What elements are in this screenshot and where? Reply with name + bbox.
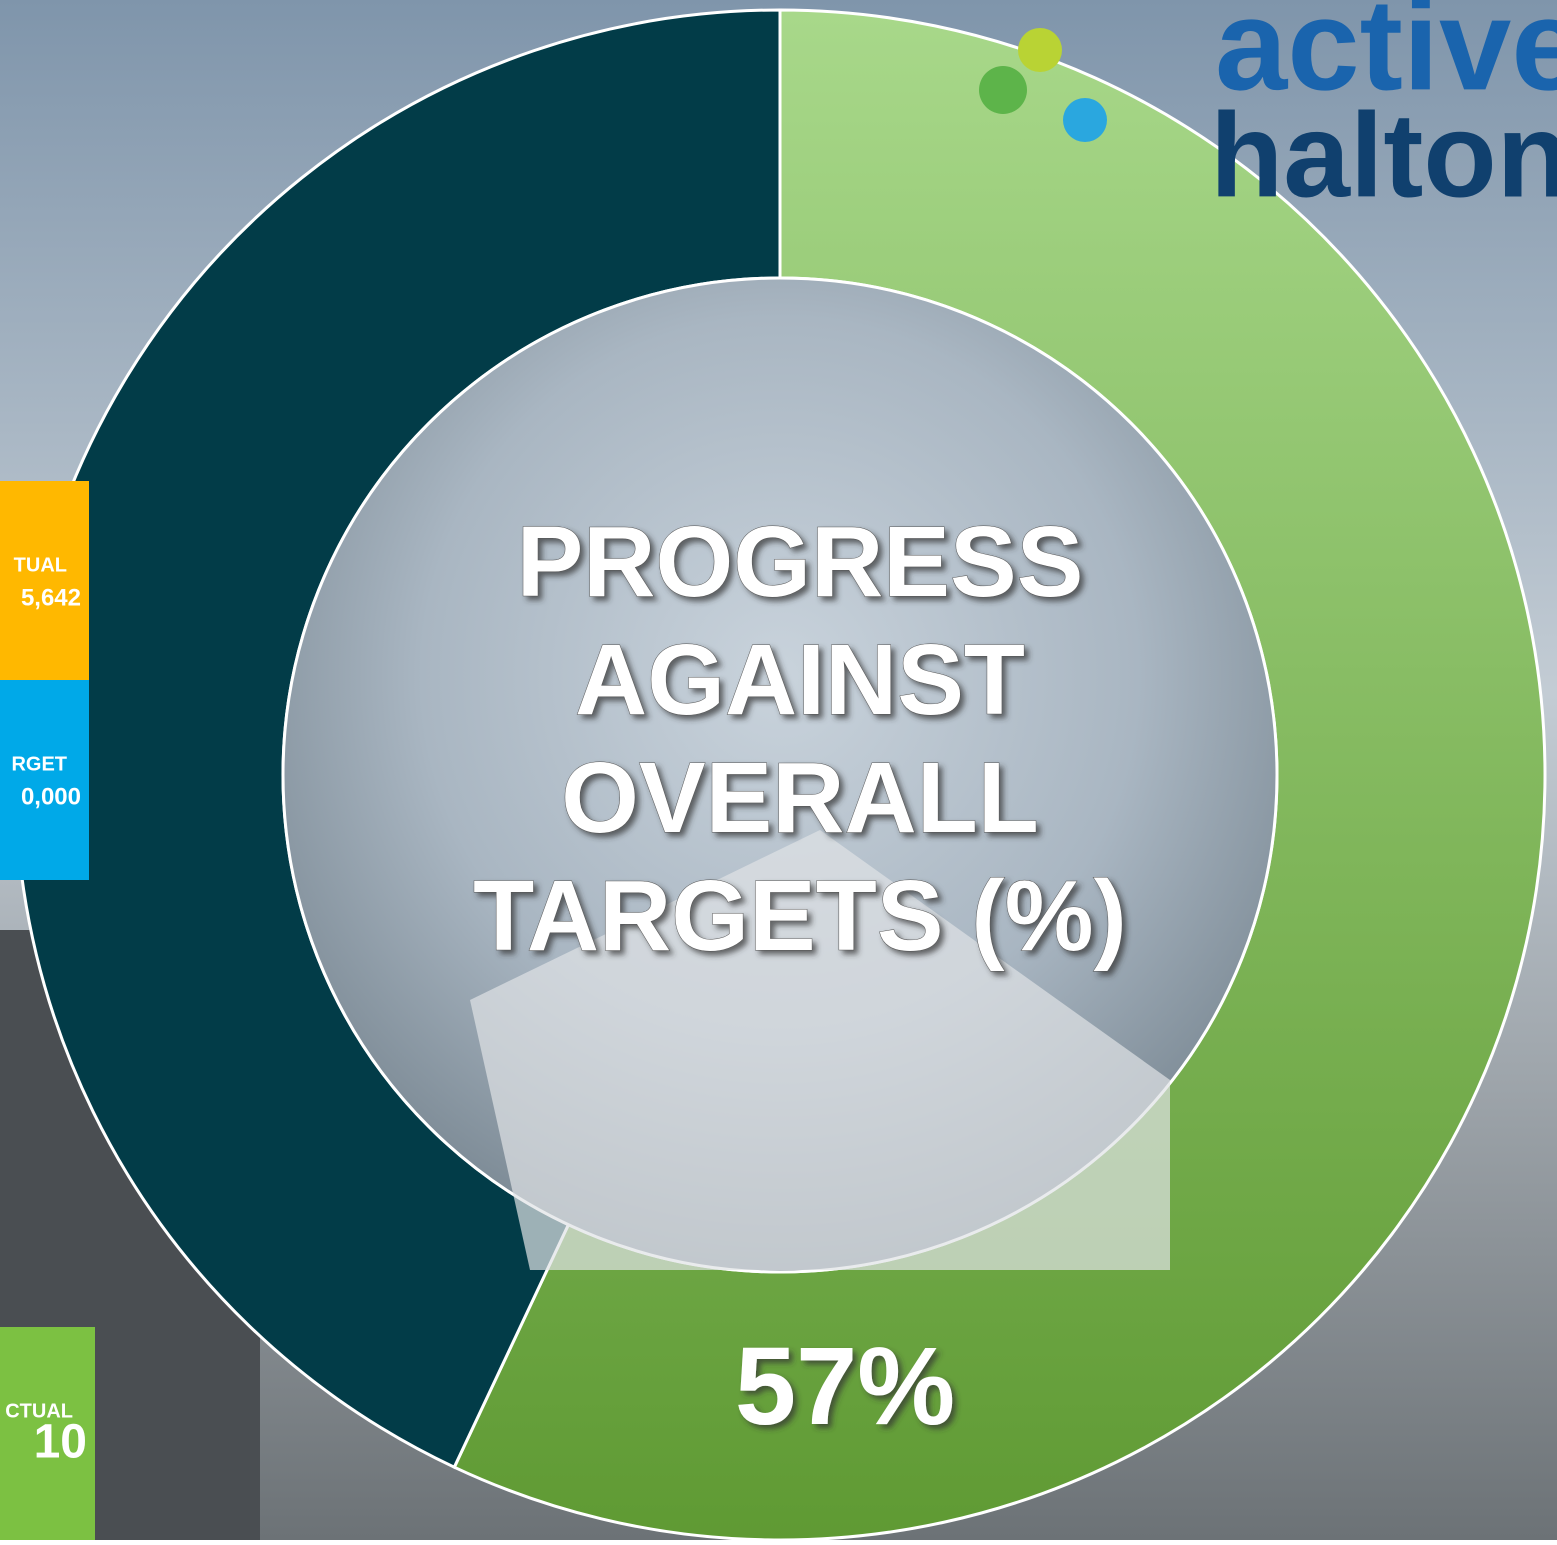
building-photo bbox=[470, 830, 1170, 1270]
panel-value: 10 bbox=[34, 1416, 87, 1469]
panel bbox=[0, 481, 89, 681]
chart-title: PROGRESS AGAINST OVERALL TARGETS (%) bbox=[473, 506, 1128, 973]
logo-dot bbox=[1063, 98, 1107, 142]
logo-text: active bbox=[1215, 0, 1557, 117]
panel-label: TUAL bbox=[14, 554, 67, 576]
panel bbox=[0, 1327, 95, 1540]
panel-value: 5,642 bbox=[21, 584, 81, 611]
logo-text: halton bbox=[1210, 89, 1557, 223]
chart-title-text: PROGRESS AGAINST OVERALL TARGETS (%) bbox=[473, 506, 1127, 972]
data-label: 57% bbox=[735, 1325, 955, 1448]
panel-label: RGET bbox=[11, 753, 67, 775]
panel-value: 0,000 bbox=[21, 783, 81, 810]
panel bbox=[0, 680, 89, 880]
logo-dot bbox=[1018, 28, 1062, 72]
logo-dot bbox=[979, 66, 1027, 114]
panel-label: CTUAL bbox=[5, 1400, 73, 1422]
